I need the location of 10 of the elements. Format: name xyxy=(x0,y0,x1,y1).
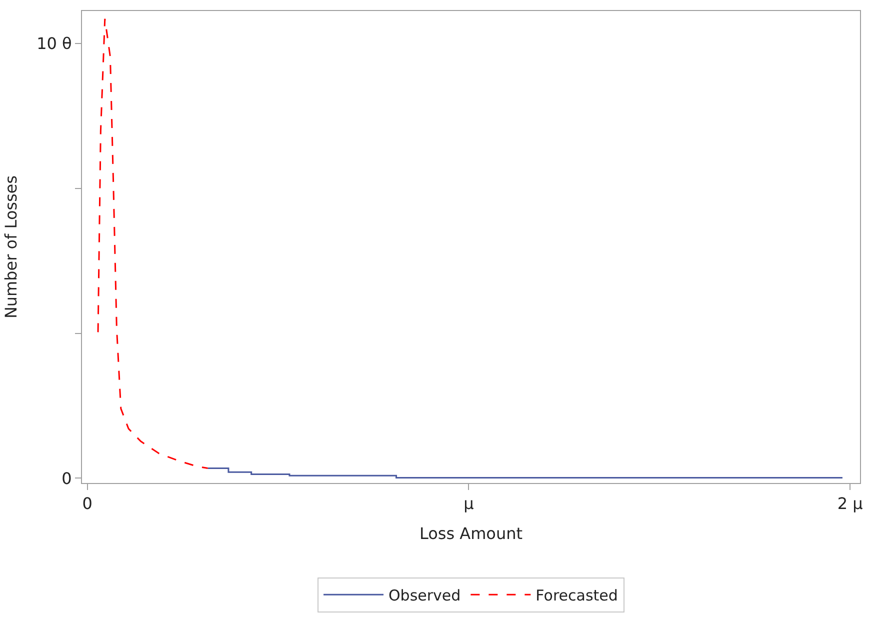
line-series xyxy=(207,467,844,479)
x-tick-label: μ xyxy=(464,494,474,514)
x-axis-title: Loss Amount xyxy=(419,524,523,543)
y-axis-title: Number of Losses xyxy=(1,175,20,319)
y-tick-label: 10 θ xyxy=(36,34,72,54)
x-tick-label: 2 μ xyxy=(837,494,863,514)
x-tick-label: 0 xyxy=(82,494,92,514)
legend-label: Forecasted xyxy=(536,586,618,604)
line-series xyxy=(97,18,209,469)
legend-label: Observed xyxy=(388,586,461,604)
